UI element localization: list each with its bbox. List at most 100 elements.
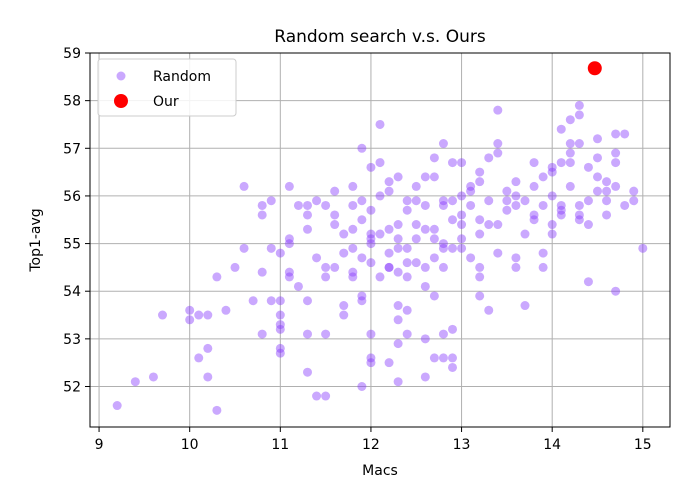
random-point	[348, 224, 358, 234]
random-point	[357, 291, 367, 301]
random-point	[357, 143, 367, 153]
random-point	[384, 262, 394, 272]
legend-label-our: Our	[153, 94, 179, 110]
random-point	[375, 272, 385, 282]
random-point	[402, 196, 412, 206]
random-point	[574, 210, 584, 220]
random-point	[438, 200, 448, 210]
random-point	[448, 215, 457, 225]
random-point	[547, 220, 557, 230]
y-tick-label: 57	[63, 141, 81, 157]
random-point	[312, 391, 322, 401]
random-point	[565, 148, 575, 158]
random-point	[357, 382, 367, 392]
random-point	[339, 229, 349, 239]
random-point	[339, 248, 349, 258]
random-point	[357, 215, 367, 225]
random-point	[330, 262, 340, 272]
random-point	[303, 224, 312, 234]
random-point	[275, 324, 285, 334]
random-point	[293, 200, 303, 210]
random-point	[411, 234, 421, 244]
random-point	[420, 372, 430, 382]
random-point	[556, 158, 566, 168]
random-point	[493, 105, 503, 115]
random-point	[429, 224, 439, 234]
random-point	[230, 262, 240, 272]
random-point	[529, 210, 539, 220]
random-point	[547, 229, 557, 239]
chart-title: Random search v.s. Ours	[274, 27, 486, 47]
random-point	[583, 196, 593, 206]
random-point	[420, 262, 430, 272]
our-point	[587, 61, 602, 76]
random-point	[529, 158, 539, 168]
random-point	[574, 139, 584, 149]
random-point	[538, 200, 548, 210]
random-point	[457, 220, 467, 230]
random-point	[348, 272, 358, 282]
random-point	[203, 372, 213, 382]
legend-box	[97, 58, 237, 117]
random-point	[556, 124, 566, 134]
y-tick-label: 52	[63, 380, 81, 396]
random-point	[629, 196, 639, 206]
random-point	[366, 229, 376, 239]
random-point	[574, 215, 584, 225]
random-point	[239, 243, 249, 253]
random-point	[484, 196, 494, 206]
random-point	[275, 320, 285, 330]
random-point	[303, 210, 312, 220]
random-point	[556, 210, 566, 220]
random-point	[420, 224, 430, 234]
y-tick-label: 53	[63, 332, 81, 348]
random-point	[393, 220, 403, 230]
random-point	[457, 243, 467, 253]
random-point	[411, 181, 421, 191]
random-point	[602, 196, 612, 206]
random-point	[438, 262, 448, 272]
random-point	[466, 181, 476, 191]
random-point	[366, 239, 376, 249]
random-point	[457, 191, 467, 201]
random-point	[529, 215, 539, 225]
random-point	[475, 177, 485, 187]
y-tick-label: 58	[63, 94, 81, 110]
random-point	[366, 329, 376, 339]
x-axis-label: Macs	[362, 463, 398, 479]
random-point	[565, 139, 575, 149]
random-point	[620, 200, 630, 210]
random-point	[357, 253, 367, 263]
random-point	[266, 196, 276, 206]
random-point	[384, 224, 394, 234]
random-point	[375, 158, 385, 168]
random-point	[339, 310, 349, 320]
random-point	[602, 177, 612, 187]
random-point	[366, 358, 376, 368]
random-point	[321, 262, 331, 272]
random-point	[547, 191, 557, 201]
random-point	[303, 200, 312, 210]
random-point	[275, 348, 285, 358]
random-point	[266, 296, 276, 306]
random-point	[284, 181, 294, 191]
random-point	[475, 262, 485, 272]
random-point	[375, 119, 385, 129]
random-point	[611, 181, 621, 191]
random-point	[611, 129, 621, 139]
random-point	[194, 310, 204, 320]
random-point	[629, 186, 639, 196]
random-point	[348, 200, 358, 210]
random-point	[502, 196, 512, 206]
random-point	[185, 315, 195, 325]
random-point	[393, 301, 403, 311]
plot-frame	[89, 52, 671, 428]
random-point	[438, 139, 448, 149]
random-point	[321, 272, 331, 282]
random-point	[384, 186, 394, 196]
random-point	[565, 115, 575, 125]
random-point	[366, 205, 376, 215]
x-tick-label: 12	[362, 437, 380, 453]
random-point	[321, 329, 331, 339]
